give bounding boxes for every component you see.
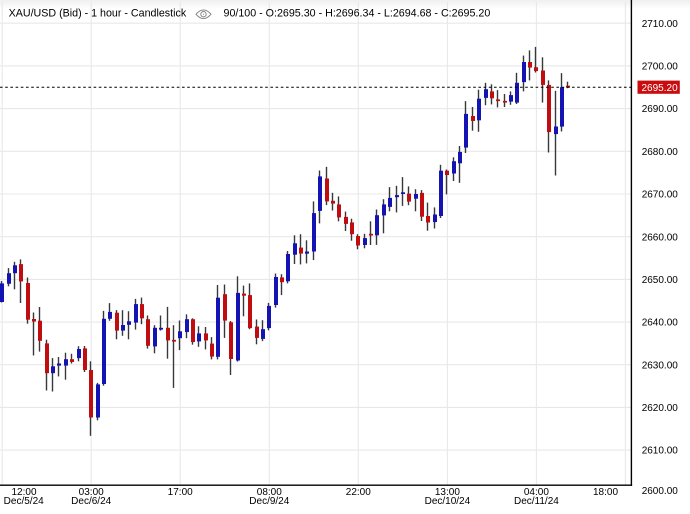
svg-text:12:00: 12:00 xyxy=(11,487,36,498)
svg-text:XAU/USD (Bid) - 1 hour - Candl: XAU/USD (Bid) - 1 hour - Candlestick xyxy=(9,7,187,19)
svg-text:Dec/10/24: Dec/10/24 xyxy=(425,496,471,507)
svg-text:04:00: 04:00 xyxy=(524,487,549,498)
svg-text:17:00: 17:00 xyxy=(168,487,193,498)
svg-text:Dec/6/24: Dec/6/24 xyxy=(71,496,111,507)
svg-text:2670.00: 2670.00 xyxy=(642,190,679,201)
svg-text:13:00: 13:00 xyxy=(435,487,460,498)
svg-text:2610.00: 2610.00 xyxy=(642,446,679,457)
svg-text:2620.00: 2620.00 xyxy=(642,403,679,414)
svg-text:2600.00: 2600.00 xyxy=(642,486,679,497)
svg-text:2630.00: 2630.00 xyxy=(642,360,679,371)
svg-text:2660.00: 2660.00 xyxy=(642,232,679,243)
svg-text:2690.00: 2690.00 xyxy=(642,104,679,115)
svg-text:Dec/11/24: Dec/11/24 xyxy=(514,496,559,507)
svg-text:Dec/9/24: Dec/9/24 xyxy=(249,496,289,507)
svg-text:08:00: 08:00 xyxy=(257,487,282,498)
svg-text:2695.20: 2695.20 xyxy=(642,83,679,94)
svg-text:2640.00: 2640.00 xyxy=(642,318,679,329)
svg-text:22:00: 22:00 xyxy=(346,487,371,498)
svg-text:2650.00: 2650.00 xyxy=(642,275,679,286)
svg-text:18:00: 18:00 xyxy=(593,487,618,498)
svg-text:90/100 - O:2695.30 - H:2696.34: 90/100 - O:2695.30 - H:2696.34 - L:2694.… xyxy=(224,7,491,19)
svg-text:Dec/5/24: Dec/5/24 xyxy=(4,496,44,507)
svg-text:2710.00: 2710.00 xyxy=(642,19,679,30)
svg-text:03:00: 03:00 xyxy=(79,487,104,498)
svg-text:2680.00: 2680.00 xyxy=(642,147,679,158)
svg-text:2700.00: 2700.00 xyxy=(642,62,679,73)
